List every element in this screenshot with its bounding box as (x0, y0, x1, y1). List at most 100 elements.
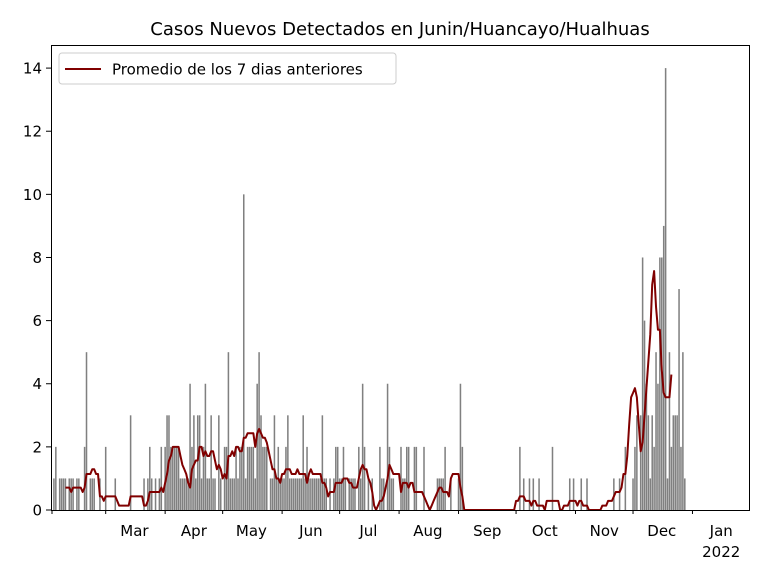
daily-cases-bar (149, 446, 151, 510)
x-tick-label: Mar (120, 522, 149, 540)
daily-cases-bar (212, 478, 214, 510)
daily-cases-bar (287, 415, 289, 510)
daily-cases-bar (319, 478, 322, 510)
daily-cases-bar (390, 478, 393, 510)
x-tick-label: Oct (532, 522, 558, 540)
daily-cases-bar (659, 257, 661, 510)
daily-cases-bar (244, 478, 247, 510)
legend-label: Promedio de los 7 dias anteriores (112, 61, 363, 79)
daily-cases-bar (300, 478, 303, 510)
daily-cases-bar (317, 478, 320, 510)
daily-cases-bar (651, 415, 653, 510)
daily-cases-bar (572, 478, 575, 510)
y-axis: 0 2 4 6 8 10 12 14 (23, 60, 52, 520)
daily-cases-bar (344, 478, 347, 510)
daily-cases-bar (359, 478, 362, 510)
daily-cases-bar (129, 415, 132, 510)
daily-cases-bar (195, 478, 197, 510)
daily-cases-bar (680, 446, 682, 510)
daily-cases-bar (682, 352, 684, 510)
x-year-label: 2022 (702, 543, 740, 561)
daily-cases-bar (252, 446, 255, 510)
daily-cases-bar (72, 478, 74, 510)
daily-cases-bar (262, 446, 264, 510)
daily-cases-bar (173, 446, 176, 510)
daily-cases-bar (254, 478, 257, 510)
x-tick-label: Nov (590, 522, 619, 540)
daily-cases-bar (229, 478, 232, 510)
daily-cases-bar (335, 446, 337, 510)
daily-cases-bar (58, 478, 61, 510)
daily-cases-bar (676, 415, 678, 510)
daily-cases-bar (250, 446, 253, 510)
daily-cases-bar (340, 478, 343, 510)
x-tick-label: Jan (709, 522, 733, 540)
x-tick-label: Apr (181, 522, 208, 540)
daily-cases-bar (405, 446, 408, 510)
daily-cases-bar (551, 446, 554, 510)
daily-cases-bar (407, 446, 410, 510)
daily-cases-bar (83, 446, 86, 510)
daily-cases-bar (361, 383, 364, 510)
daily-cases-bar (143, 478, 145, 510)
daily-cases-bar (196, 415, 199, 510)
y-tick-label: 6 (32, 312, 42, 330)
daily-cases-bar (386, 383, 389, 510)
bars-layer (53, 68, 686, 511)
daily-cases-bar (379, 446, 381, 510)
daily-cases-bar (298, 478, 301, 510)
daily-cases-bar (292, 478, 295, 510)
daily-cases-bar (237, 478, 239, 510)
daily-cases-bar (392, 478, 395, 510)
daily-cases-bar (450, 478, 452, 510)
daily-cases-bar (60, 478, 63, 510)
daily-cases-bar (231, 478, 234, 510)
daily-cases-bar (662, 225, 665, 511)
daily-cases-bar (413, 446, 416, 510)
daily-cases-bar (218, 415, 220, 510)
daily-cases-bar (281, 478, 283, 510)
daily-cases-bar (404, 478, 406, 510)
daily-cases-bar (438, 478, 441, 510)
moving-average-line (65, 270, 673, 511)
daily-cases-bar (461, 446, 464, 510)
daily-cases-bar (367, 478, 370, 510)
daily-cases-bar (160, 446, 163, 510)
daily-cases-bar (678, 289, 680, 510)
daily-cases-bar (672, 415, 675, 510)
daily-cases-bar (304, 478, 306, 510)
daily-cases-bar (256, 383, 258, 510)
daily-cases-bar (647, 415, 650, 510)
daily-cases-bar (248, 446, 251, 510)
y-tick-label: 2 (32, 438, 42, 456)
daily-cases-bar (666, 478, 669, 510)
x-tick-label: Jun (298, 522, 322, 540)
daily-cases-bar (338, 478, 341, 510)
daily-cases-bar (183, 478, 186, 510)
daily-cases-bar (645, 383, 648, 510)
daily-cases-bar (150, 478, 153, 510)
daily-cases-bar (64, 478, 67, 510)
daily-cases-bar (290, 478, 293, 510)
daily-cases-bar (323, 478, 326, 510)
y-tick-label: 12 (23, 123, 42, 141)
daily-cases-bar (241, 446, 243, 510)
daily-cases-bar (170, 446, 172, 510)
daily-cases-bar (388, 446, 391, 510)
daily-cases-bar (239, 446, 241, 510)
daily-cases-bar (154, 478, 157, 510)
daily-cases-bar (310, 478, 312, 510)
daily-cases-bar (670, 446, 673, 510)
daily-cases-bar (308, 478, 310, 510)
daily-cases-bar (457, 478, 460, 510)
daily-cases-bar (352, 478, 354, 510)
daily-cases-bar (55, 446, 57, 510)
daily-cases-bar (62, 478, 65, 510)
daily-cases-bar (175, 446, 178, 510)
daily-cases-bar (641, 257, 644, 510)
daily-cases-bar (260, 415, 262, 510)
daily-cases-bar (242, 194, 245, 510)
daily-cases-bar (114, 478, 117, 510)
daily-cases-bar (70, 478, 72, 510)
